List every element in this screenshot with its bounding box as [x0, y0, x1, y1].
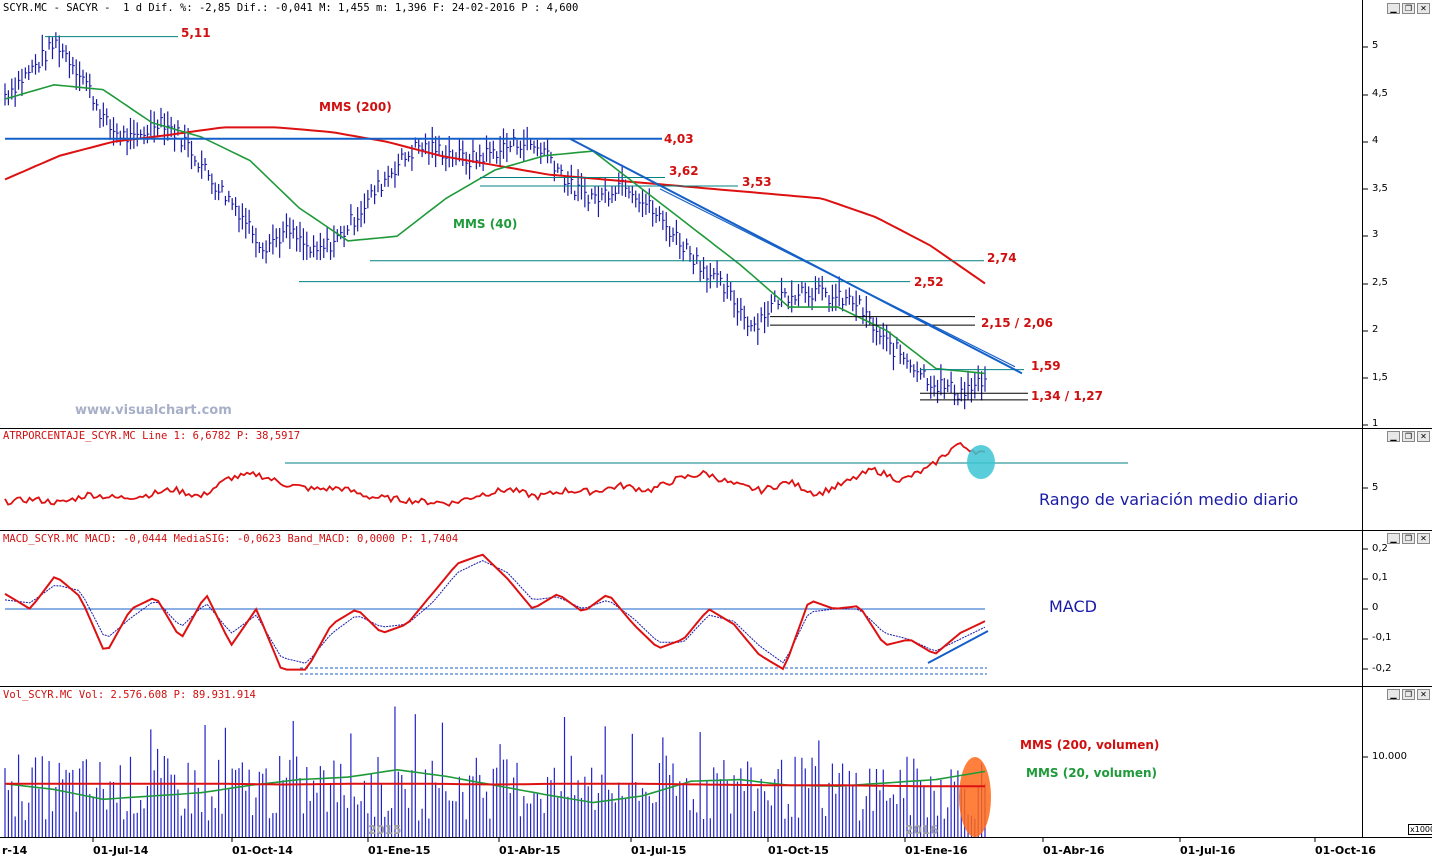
vol-header: Vol_SCYR.MC Vol: 2.576.608 P: 89.931.914 [3, 689, 256, 701]
x-tick-label: 01-Jul-14 [93, 844, 149, 857]
y-tick-label: 0 [1372, 602, 1379, 613]
window-controls: ▁ ❐ ✕ [1387, 3, 1430, 14]
level-label: 2,74 [987, 251, 1017, 265]
macd-line [4, 553, 986, 671]
volume-highlight-ellipse [959, 757, 991, 837]
y-tick-label: 0,2 [1372, 543, 1388, 554]
mms200-line [4, 126, 986, 285]
x-tick-label: 01-Oct-16 [1315, 844, 1376, 857]
x-tick-label: r-14 [2, 844, 28, 857]
window-controls: ▁ ❐ ✕ [1387, 533, 1430, 544]
y-tick-label: -0,1 [1372, 632, 1392, 643]
x-tick-label: 01-Ene-16 [905, 844, 968, 857]
close-button[interactable]: ✕ [1417, 431, 1430, 442]
vol20-label: MMS (20, volumen) [1026, 766, 1158, 780]
mms200-label: MMS (200) [319, 100, 392, 114]
price-header: SCYR.MC - SACYR - 1 d Dif. %: -2,85 Dif.… [3, 2, 579, 14]
atr-highlight-circle [967, 445, 995, 479]
minimize-button[interactable]: ▁ [1387, 533, 1400, 544]
close-button[interactable]: ✕ [1417, 689, 1430, 700]
x-tick-label: 01-Oct-15 [768, 844, 829, 857]
vol-mms200-line [5, 782, 985, 788]
volume-panel [0, 687, 1362, 837]
y-tick-label: 0,1 [1372, 572, 1388, 583]
y-tick-label: 5 [1372, 40, 1379, 51]
separator [0, 686, 1432, 687]
atr-line [4, 442, 986, 507]
y-tick-label: 4 [1372, 135, 1379, 146]
y-tick-label: 10.000 [1372, 751, 1407, 762]
restore-button[interactable]: ❐ [1402, 689, 1415, 700]
window-controls: ▁ ❐ ✕ [1387, 689, 1430, 700]
close-button[interactable]: ✕ [1417, 3, 1430, 14]
level-label: 2,15 / 2,06 [981, 316, 1053, 330]
macd-header: MACD_SCYR.MC MACD: -0,0444 MediaSIG: -0,… [3, 533, 459, 545]
mms40-line [4, 83, 986, 375]
macd-signal-line [4, 560, 986, 664]
minimize-button[interactable]: ▁ [1387, 3, 1400, 14]
watermark: www.visualchart.com [75, 403, 232, 418]
level-label: 3,62 [669, 164, 699, 178]
x-tick-label: 01-Ene-15 [368, 844, 431, 857]
x-tick-label: 01-Oct-14 [232, 844, 293, 857]
restore-button[interactable]: ❐ [1402, 431, 1415, 442]
x-tick-label: 01-Jul-15 [631, 844, 687, 857]
level-label: 3,53 [742, 175, 772, 189]
y-tick-label: 3,5 [1372, 183, 1388, 194]
restore-button[interactable]: ❐ [1402, 3, 1415, 14]
level-label: 5,11 [181, 26, 211, 40]
level-label: 2,52 [914, 275, 944, 289]
separator [0, 530, 1432, 531]
atr-header: ATRPORCENTAJE_SCYR.MC Line 1: 6,6782 P: … [3, 430, 301, 442]
x-tick-label: 01-Abr-15 [499, 844, 561, 857]
y-tick-label: 1 [1372, 418, 1379, 429]
vol200-label: MMS (200, volumen) [1020, 738, 1160, 752]
y-tick-label: -0,2 [1372, 663, 1392, 674]
year-label: 2016 [905, 823, 939, 837]
downtrend-line-2 [659, 188, 1016, 368]
atr-panel [0, 429, 1362, 530]
restore-button[interactable]: ❐ [1402, 533, 1415, 544]
price-panel [0, 0, 1362, 428]
macd-divergence-line [927, 630, 989, 664]
minimize-button[interactable]: ▁ [1387, 689, 1400, 700]
separator [0, 837, 1432, 838]
volume-unit-label: x1000 [1408, 824, 1432, 835]
x-tick-label: 01-Jul-16 [1180, 844, 1236, 857]
mms40-label: MMS (40) [453, 217, 518, 231]
macd-annotation: MACD [1049, 597, 1097, 616]
window-controls: ▁ ❐ ✕ [1387, 431, 1430, 442]
close-button[interactable]: ✕ [1417, 533, 1430, 544]
year-label: 2015 [368, 823, 402, 837]
level-label: 1,59 [1031, 359, 1061, 373]
y-tick-label: 3 [1372, 229, 1379, 240]
y-tick-label: 2,5 [1372, 277, 1388, 288]
downtrend-line [569, 137, 1023, 375]
x-tick-label: 01-Abr-16 [1043, 844, 1105, 857]
y-tick-label: 2 [1372, 324, 1379, 335]
separator [0, 428, 1432, 429]
y-tick-label: 1,5 [1372, 372, 1388, 383]
level-label: 4,03 [664, 132, 694, 146]
y-tick-label: 4,5 [1372, 88, 1388, 99]
y-tick-label: 5 [1372, 482, 1379, 493]
atr-annotation: Rango de variación medio diario [1039, 490, 1299, 509]
level-label: 1,34 / 1,27 [1031, 389, 1103, 403]
minimize-button[interactable]: ▁ [1387, 431, 1400, 442]
